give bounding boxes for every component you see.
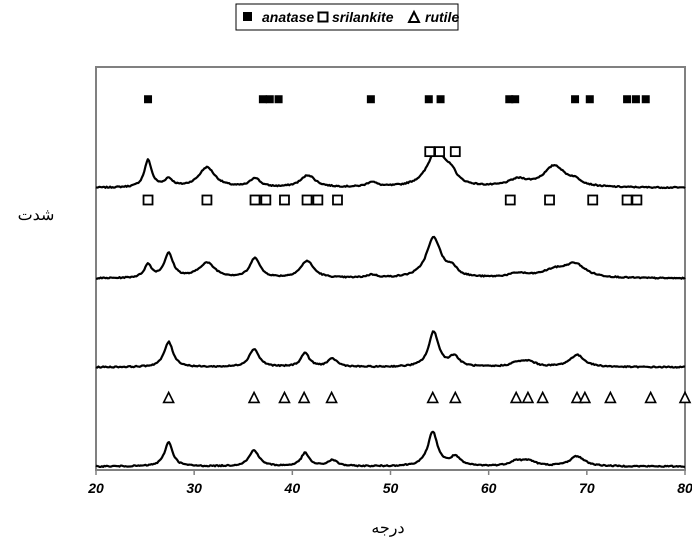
srilankite-peak-marker [621, 194, 633, 206]
y-axis-title: شدت [18, 207, 55, 224]
legend: anatase srilankite rutile [235, 3, 459, 31]
x-tick-label: 40 [284, 480, 301, 496]
rutile-peak-marker [162, 390, 175, 404]
rutile-peak-marker [644, 390, 657, 404]
x-tick-label: 20 [87, 480, 104, 496]
curves-layer [95, 147, 686, 468]
legend-srilankite-label: srilankite [332, 9, 394, 25]
anatase-peak-marker [641, 95, 650, 104]
anatase-peak-marker [585, 95, 594, 104]
x-axis-title: درجه [371, 520, 404, 537]
legend-box [235, 3, 459, 31]
anatase-peak-marker [505, 95, 514, 104]
srilankite-peak-marker [260, 194, 272, 206]
rutile-peak-marker [325, 390, 338, 404]
x-tick-label: 50 [383, 480, 399, 496]
srilankite-peak-marker [587, 194, 599, 206]
xrd-curve-4 [95, 430, 685, 468]
rutile-peak-marker [278, 390, 291, 404]
anatase-peak-marker [424, 95, 433, 104]
anatase-peak-marker [511, 95, 520, 104]
srilankite-peak-marker [142, 194, 154, 206]
rutile-peak-marker [604, 390, 617, 404]
anatase-peak-marker [274, 95, 283, 104]
anatase-peak-marker [631, 95, 640, 104]
srilankite-peak-marker [201, 194, 213, 206]
x-tick-label: 70 [579, 480, 595, 496]
legend-srilankite-marker [317, 11, 329, 23]
anatase-peak-marker [265, 95, 274, 104]
peak-markers-layer [142, 95, 692, 404]
legend-anatase-marker [243, 12, 252, 21]
srilankite-peak-marker [544, 194, 555, 206]
x-tick-label: 60 [481, 480, 497, 496]
xrd-curve-1 [95, 147, 686, 190]
anatase-peak-marker [623, 95, 632, 104]
x-tick-label: 80 [677, 480, 692, 496]
anatase-peak-marker [571, 95, 580, 104]
srilankite-peak-marker [631, 194, 643, 206]
srilankite-peak-marker [434, 146, 445, 158]
srilankite-peak-marker [301, 194, 313, 206]
rutile-peak-marker [448, 390, 462, 404]
rutile-peak-marker [536, 390, 549, 404]
rutile-peak-marker [578, 390, 592, 404]
rutile-peak-marker [521, 390, 535, 404]
srilankite-peak-marker [249, 194, 261, 206]
legend-rutile-marker [407, 9, 421, 23]
x-tick-label: 30 [186, 480, 202, 496]
anatase-peak-marker [258, 95, 267, 104]
rutile-peak-marker [297, 390, 311, 404]
anatase-peak-marker [436, 95, 445, 104]
srilankite-peak-marker [312, 194, 324, 206]
plot-frame [95, 66, 686, 471]
rutile-peak-marker [509, 390, 523, 404]
srilankite-peak-marker [504, 194, 516, 206]
rutile-peak-marker [678, 390, 692, 404]
srilankite-peak-marker [279, 194, 290, 206]
xrd-curve-3 [95, 330, 686, 369]
anatase-peak-marker [366, 95, 375, 104]
srilankite-peak-marker [332, 194, 343, 206]
x-axis-ticks: 20 30 40 50 60 70 80 [87, 470, 692, 496]
anatase-peak-marker [144, 95, 153, 104]
rutile-peak-marker [570, 390, 584, 404]
legend-anatase-label: anatase [262, 9, 314, 25]
rutile-peak-marker [426, 390, 440, 404]
srilankite-peak-marker [424, 146, 436, 158]
xrd-curve-2 [96, 235, 686, 280]
srilankite-peak-marker [449, 146, 461, 158]
legend-rutile-label: rutile [425, 9, 459, 25]
rutile-peak-marker [247, 390, 261, 404]
